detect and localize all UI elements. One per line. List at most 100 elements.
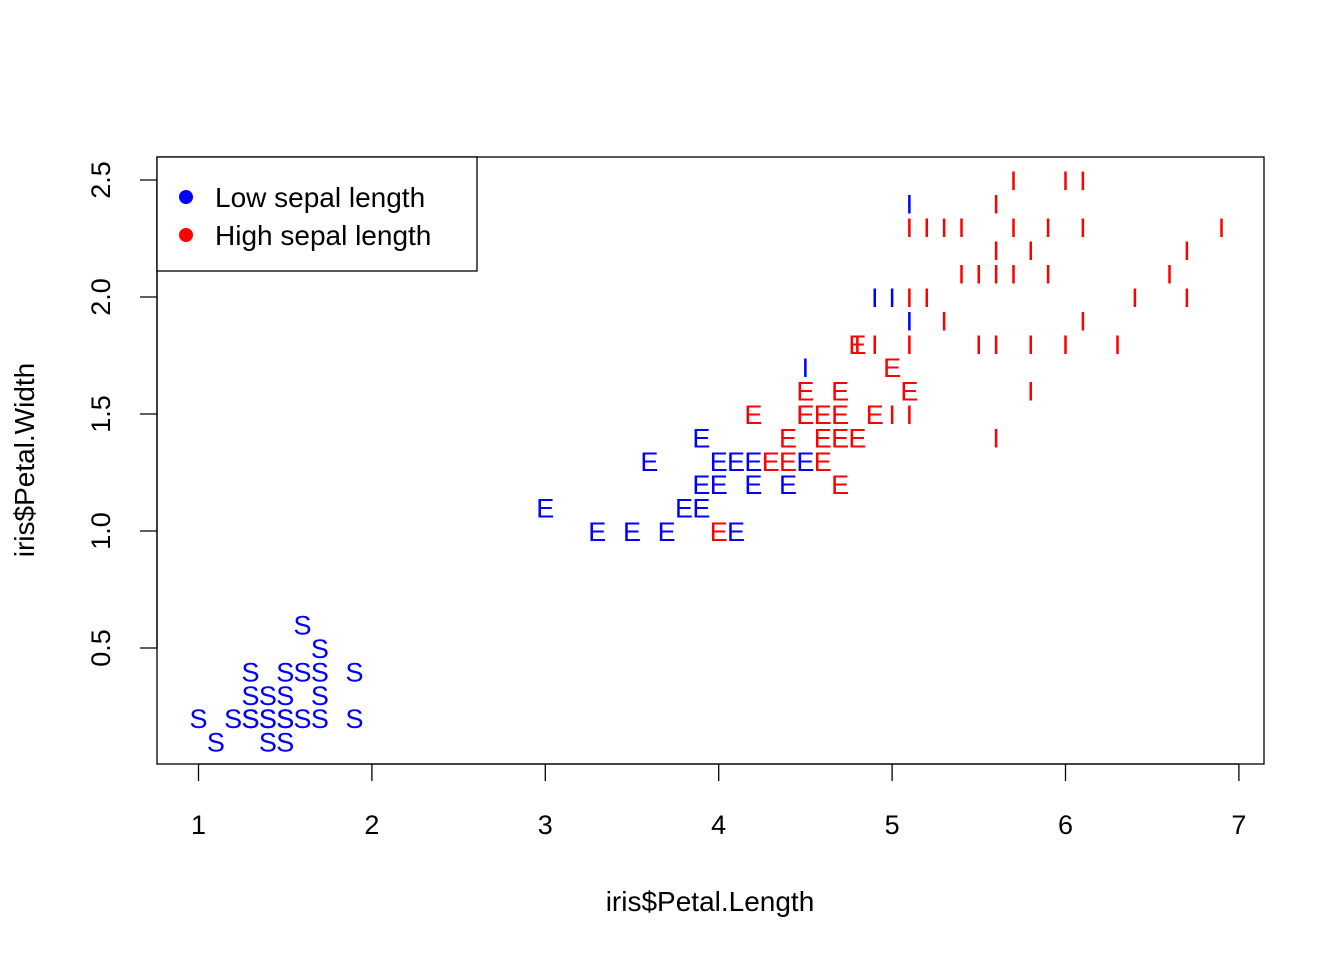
data-point-e-low: E [744,447,762,477]
data-point-i-high: I [1131,283,1139,313]
data-point-e-high: E [779,423,797,453]
data-point-i-high: I [958,213,966,243]
x-axis: 1 2 3 4 5 6 7 [191,763,1246,840]
data-point-i-high: I [871,330,879,360]
data-point-i-low: I [802,353,810,383]
data-point-i-high: I [975,330,983,360]
data-point-e-high: E [848,423,866,453]
x-tick-label: 1 [191,810,206,840]
data-point-i-high: I [1079,306,1087,336]
data-point-e-low: E [658,517,676,547]
data-point-e-low: E [640,447,658,477]
data-point-e-high: E [814,447,832,477]
data-point-s-low: S [259,704,277,734]
y-tick-label: 0.5 [86,629,116,667]
data-point-i-high: I [906,283,914,313]
data-point-e-high: E [796,400,814,430]
x-tick-label: 7 [1231,810,1246,840]
data-point-e-low: E [692,494,710,524]
data-point-s-low: S [276,704,294,734]
data-point-e-low: E [623,517,641,547]
data-point-s-low: S [242,704,260,734]
data-point-i-high: I [1079,166,1087,196]
data-point-s-low: S [294,704,312,734]
data-point-e-low: E [744,470,762,500]
x-tick-label: 2 [364,810,379,840]
data-point-i-high: I [1183,283,1191,313]
data-point-e-low: E [710,470,728,500]
data-point-e-low: E [536,494,554,524]
data-point-e-high: E [796,377,814,407]
data-point-s-low: S [242,681,260,711]
data-point-i-high: I [1079,213,1087,243]
data-point-s-low: S [294,611,312,641]
data-point-i-high: I [992,330,1000,360]
data-point-e-low: E [675,494,693,524]
data-point-e-low: E [796,447,814,477]
y-axis-title: iris$Petal.Width [9,363,40,558]
y-tick-label: 1.5 [86,395,116,433]
x-axis-title: iris$Petal.Length [606,886,815,917]
data-point-e-high: E [866,400,884,430]
data-point-e-high: E [848,330,866,360]
data-point-e-high: E [831,423,849,453]
data-point-i-high: I [1044,213,1052,243]
data-point-e-low: E [796,400,814,430]
data-point-s-low: S [294,657,312,687]
data-point-i-high: I [1183,236,1191,266]
y-tick-label: 2.5 [86,161,116,199]
data-point-i-high: I [1027,236,1035,266]
data-point-i-high: I [906,330,914,360]
data-point-e-high: E [762,447,780,477]
data-point-i-high: I [992,260,1000,290]
data-point-s-low: S [259,704,277,734]
data-point-i-high: I [888,400,896,430]
data-point-i-low: I [906,189,914,219]
data-point-e-low: E [727,517,745,547]
legend-marker-high [179,228,193,242]
data-point-i-high: I [992,236,1000,266]
data-point-i-high: I [940,306,948,336]
data-point-e-low: E [779,470,797,500]
data-point-s-low: S [276,657,294,687]
data-point-e-low: E [692,470,710,500]
data-point-e-high: E [883,353,901,383]
data-point-i-high: I [958,260,966,290]
legend-label-high: High sepal length [215,220,431,251]
data-point-i-high: I [923,213,931,243]
data-point-s-low: S [346,704,364,734]
data-point-i-high: I [992,189,1000,219]
data-point-e-high: E [900,377,918,407]
data-point-i-high: I [906,400,914,430]
data-point-i-high: I [1027,377,1035,407]
data-point-s-low: S [242,657,260,687]
legend-box [156,156,478,272]
data-point-s-low: S [224,704,242,734]
data-point-e-high: E [814,400,832,430]
data-point-s-low: S [276,728,294,758]
data-point-i-high: I [854,330,862,360]
data-point-s-low: S [276,704,294,734]
data-point-s-low: S [207,728,225,758]
data-point-i-high: I [1166,260,1174,290]
data-point-i-high: I [906,213,914,243]
data-point-s-low: S [311,704,329,734]
data-point-s-low: S [242,704,260,734]
data-point-e-high: E [831,377,849,407]
legend: Low sepal length High sepal length [156,156,478,272]
data-point-i-high: I [1010,166,1018,196]
legend-label-low: Low sepal length [215,182,425,213]
data-point-s-low: S [311,681,329,711]
data-point-i-high: I [940,213,948,243]
data-point-i-high: I [992,423,1000,453]
data-point-e-high: E [779,447,797,477]
data-point-s-low: S [311,657,329,687]
data-point-i-high: I [1114,330,1122,360]
data-point-e-high: E [710,517,728,547]
y-tick-label: 2.0 [86,278,116,316]
data-point-e-low: E [727,447,745,477]
data-point-i-high: I [1218,213,1226,243]
